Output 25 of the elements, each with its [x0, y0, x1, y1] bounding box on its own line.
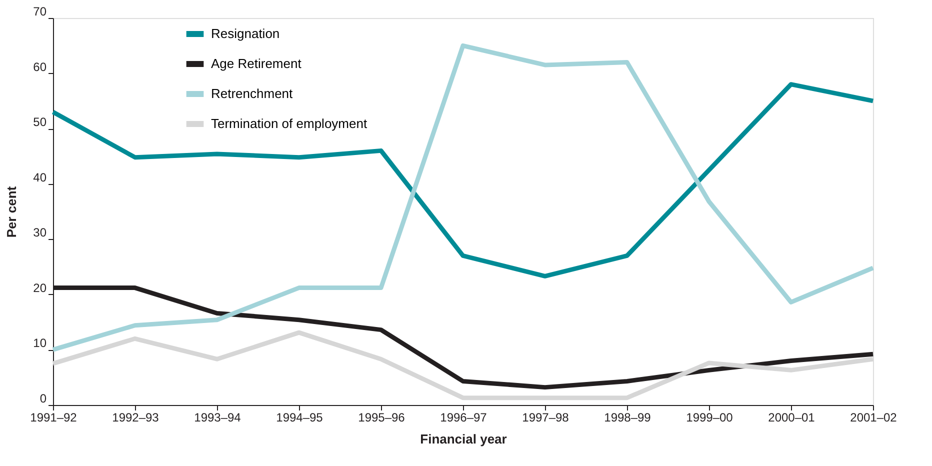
x-tick-label: 1993–94: [194, 410, 242, 424]
x-tick-label: 1996–97: [440, 410, 488, 424]
x-tick-label: 1992–93: [112, 410, 160, 424]
x-tick-label: 1999–00: [686, 410, 734, 424]
y-tick-label: 60: [33, 60, 47, 74]
y-tick-label: 10: [33, 336, 47, 350]
y-tick-label: 40: [33, 170, 47, 184]
y-tick-label: 0: [40, 392, 47, 406]
x-tick-label: 1995–96: [358, 410, 406, 424]
legend-label: Age Retirement: [211, 56, 302, 71]
x-tick-label: 2000–01: [768, 410, 816, 424]
x-tick-label: 1997–98: [522, 410, 570, 424]
legend-label: Retrenchment: [211, 86, 294, 101]
x-tick-label: 2001–02: [850, 410, 898, 424]
y-tick-label: 30: [33, 226, 47, 240]
y-tick-label: 50: [33, 115, 47, 130]
legend-label: Resignation: [211, 26, 280, 41]
x-tick-label: 1994–95: [276, 410, 324, 424]
x-tick-label: 1998–99: [604, 410, 652, 424]
y-tick-label: 70: [33, 4, 47, 18]
y-axis-title: Per cent: [4, 186, 20, 238]
x-tick-label: 1991–92: [30, 410, 78, 424]
legend-label: Termination of employment: [211, 116, 368, 131]
y-tick-label: 20: [33, 280, 47, 295]
x-axis-title: Financial year: [420, 432, 507, 446]
